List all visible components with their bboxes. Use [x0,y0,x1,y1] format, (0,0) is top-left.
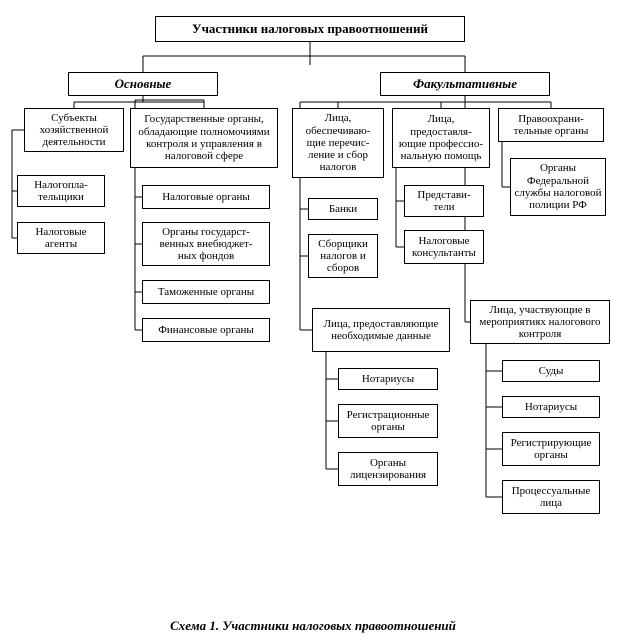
node-o3a: Органы Федеральной службы налоговой поли… [510,158,606,216]
node-o3: Правоохрани- тельные органы [498,108,604,142]
node-o4a: Нотариусы [338,368,438,390]
diagram-canvas: Схема 1. Участники налоговых правоотноше… [0,0,626,644]
node-o2b: Налоговые консультанты [404,230,484,264]
node-root: Участники налоговых правоотношений [155,16,465,42]
node-o2a: Представи- тели [404,185,484,217]
node-o5: Лица, участвующие в мероприятиях налогов… [470,300,610,344]
node-o4c: Органы лицензирования [338,452,438,486]
node-m2b: Органы государст- венных внебюджет- ных … [142,222,270,266]
node-m2d: Финансовые органы [142,318,270,342]
node-o4: Лица, предоставляющие необходимые данные [312,308,450,352]
node-o5d: Процессуальные лица [502,480,600,514]
node-m1b: Налоговые агенты [17,222,105,254]
node-o5b: Нотариусы [502,396,600,418]
node-o2: Лица, предоставля- ющие професcио- нальн… [392,108,490,168]
node-opt: Факультативные [380,72,550,96]
node-m2a: Налоговые органы [142,185,270,209]
node-m2: Государственные органы, обладающие полно… [130,108,278,168]
node-o5c: Регистрирующие органы [502,432,600,466]
node-m1: Субъекты хозяйственной деятельности [24,108,124,152]
node-m1a: Налогопла- тельщики [17,175,105,207]
node-o5a: Суды [502,360,600,382]
node-main: Основные [68,72,218,96]
diagram-caption: Схема 1. Участники налоговых правоотноше… [0,618,626,634]
node-o1: Лица, обеспечиваю- щие перечис- ление и … [292,108,384,178]
node-o4b: Регистрационные органы [338,404,438,438]
node-o1b: Сборщики налогов и сборов [308,234,378,278]
node-o1a: Банки [308,198,378,220]
node-m2c: Таможенные органы [142,280,270,304]
